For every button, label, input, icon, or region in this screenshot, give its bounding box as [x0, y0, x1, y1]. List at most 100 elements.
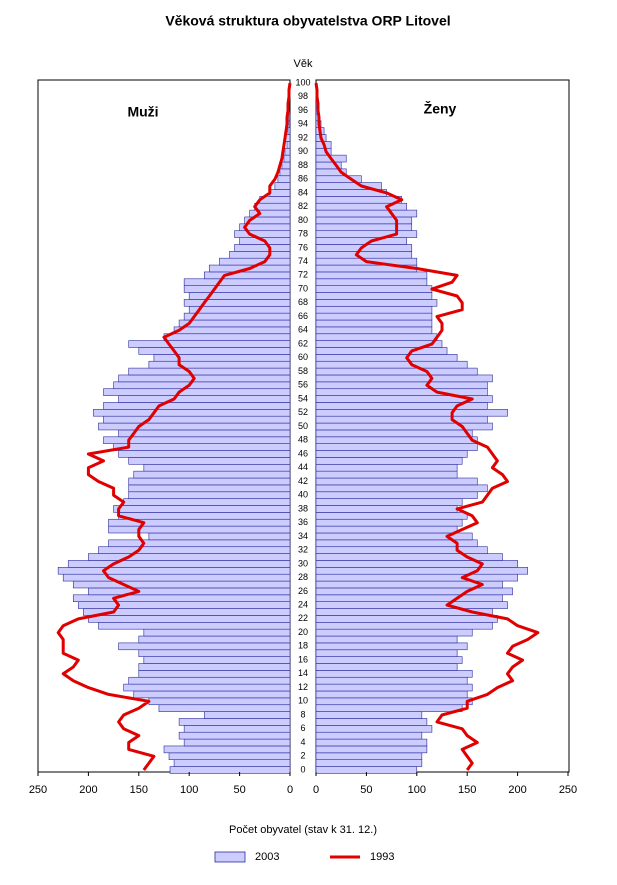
bar: [183, 725, 291, 733]
bar: [315, 704, 463, 712]
bar: [281, 161, 291, 170]
age-label: 50: [298, 421, 308, 431]
bar: [269, 189, 291, 197]
bar: [123, 683, 291, 692]
bar: [163, 333, 291, 341]
bar: [315, 230, 418, 238]
bar: [173, 326, 291, 335]
bar: [113, 443, 291, 451]
bar: [234, 244, 291, 252]
bar: [148, 360, 291, 369]
bar: [315, 560, 518, 568]
age-label: 6: [300, 723, 305, 733]
bar: [315, 292, 433, 300]
x-tick-label: 200: [508, 784, 526, 796]
bar: [173, 759, 291, 767]
age-label: 76: [298, 242, 308, 252]
bar: [188, 292, 291, 300]
age-label: 4: [300, 737, 305, 747]
age-label: 34: [298, 531, 308, 541]
bar: [315, 312, 433, 321]
bar: [315, 587, 513, 596]
bar: [277, 175, 291, 183]
bar: [315, 209, 418, 218]
bar: [315, 752, 423, 760]
age-label: 26: [298, 586, 308, 596]
age-label: 86: [298, 174, 308, 184]
bar: [133, 470, 291, 479]
x-tick-label: 0: [313, 784, 319, 796]
age-label: 70: [298, 283, 308, 293]
x-tick-label: 100: [408, 784, 426, 796]
right-panel-label: Ženy: [424, 100, 457, 117]
bar: [315, 670, 473, 678]
bar: [315, 745, 428, 754]
bar: [315, 271, 428, 280]
x-axis-title: Počet obyvatel (stav k 31. 12.): [229, 824, 377, 836]
bar: [315, 491, 478, 499]
bar: [315, 319, 433, 328]
age-label: 10: [298, 696, 308, 706]
bar: [315, 381, 488, 390]
bar: [279, 168, 291, 177]
bar: [138, 347, 291, 355]
bar: [315, 367, 478, 376]
age-label: 46: [298, 448, 308, 458]
bar: [315, 347, 448, 355]
bar: [315, 333, 438, 341]
bar: [169, 766, 291, 774]
age-label: 90: [298, 146, 308, 156]
bar: [315, 484, 488, 493]
bar: [315, 663, 458, 671]
bar: [315, 237, 408, 245]
bar: [315, 505, 458, 513]
bar: [158, 704, 291, 712]
bar: [103, 388, 291, 396]
bar: [128, 484, 291, 493]
bar: [315, 498, 463, 506]
bar: [204, 711, 291, 719]
bar: [315, 512, 468, 520]
bar: [287, 127, 291, 135]
age-label: 22: [298, 613, 308, 623]
bar: [315, 429, 473, 438]
age-label: 36: [298, 517, 308, 527]
bar: [128, 340, 291, 348]
age-label: 58: [298, 366, 308, 376]
x-tick-label: 0: [287, 784, 293, 796]
bar: [143, 628, 291, 637]
bar: [315, 463, 458, 472]
x-tick-label: 250: [559, 784, 577, 796]
age-label: 48: [298, 435, 308, 445]
age-label: 20: [298, 627, 308, 637]
x-tick-label: 100: [180, 784, 198, 796]
bar: [88, 553, 291, 561]
bar: [118, 450, 291, 458]
bar: [123, 498, 291, 506]
age-label: 40: [298, 490, 308, 500]
bar: [315, 518, 463, 527]
bar: [315, 457, 463, 465]
bar: [148, 532, 291, 541]
age-label: 66: [298, 311, 308, 321]
bar: [315, 360, 468, 369]
bar: [133, 690, 291, 699]
bar: [315, 436, 478, 444]
legend: 2003 1993: [214, 851, 394, 863]
age-axis-title: Věk: [294, 58, 313, 70]
bar: [93, 409, 291, 417]
bar: [315, 305, 433, 314]
age-label: 38: [298, 503, 308, 513]
age-label: 88: [298, 160, 308, 170]
bar: [204, 271, 291, 280]
bar: [138, 649, 291, 657]
bar: [315, 422, 493, 431]
age-label: 92: [298, 132, 308, 142]
bar: [315, 251, 413, 259]
age-label: 0: [300, 764, 305, 774]
bar: [98, 621, 291, 630]
bar: [98, 422, 291, 431]
bar: [183, 278, 291, 286]
age-label: 98: [298, 91, 308, 101]
